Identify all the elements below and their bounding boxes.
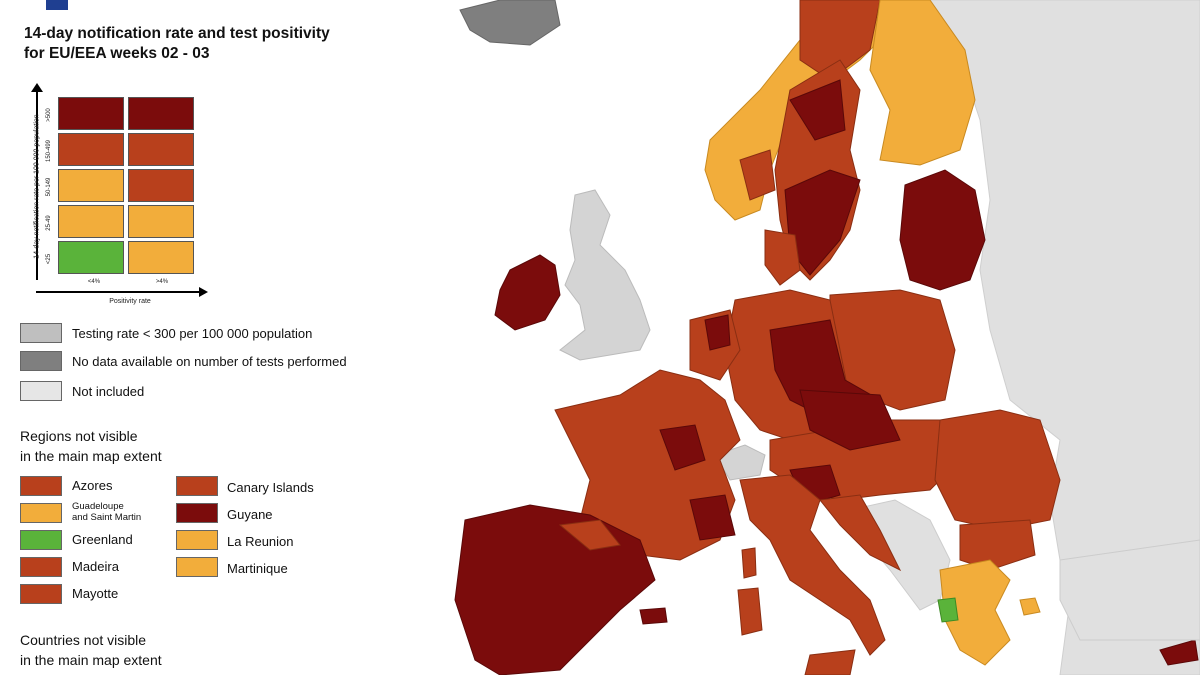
x-axis-line bbox=[36, 291, 201, 293]
swatch-not-included bbox=[20, 381, 62, 401]
romania bbox=[934, 409, 1061, 531]
region-guadeloupe-line-1: Guadeloupe bbox=[72, 501, 124, 512]
x-axis-arrow-icon bbox=[199, 287, 208, 297]
united-kingdom bbox=[559, 189, 651, 361]
ecdc-logo bbox=[46, 0, 68, 10]
region-madeira: Madeira bbox=[72, 559, 119, 574]
regions-header-line-1: Regions not visible bbox=[20, 428, 138, 444]
norway-red bbox=[799, 0, 881, 81]
norway-south-red bbox=[739, 149, 776, 201]
greece bbox=[939, 559, 1011, 666]
col-label: >4% bbox=[155, 279, 169, 285]
swatch-guadeloupe bbox=[20, 503, 62, 523]
matrix-cell bbox=[58, 169, 124, 202]
spain-red bbox=[558, 519, 621, 551]
row-label: 150-499 bbox=[46, 139, 52, 163]
iceland bbox=[459, 0, 561, 46]
swatch-martinique bbox=[176, 557, 218, 577]
matrix-cell bbox=[128, 205, 194, 238]
non-eu-east bbox=[929, 0, 1200, 675]
sweden-dark bbox=[789, 79, 846, 141]
y-axis-line bbox=[36, 90, 38, 280]
matrix-cell bbox=[58, 241, 124, 274]
countries-header-line-1: Countries not visible bbox=[20, 632, 147, 648]
title-line-2: for EU/EEA weeks 02 - 03 bbox=[24, 45, 210, 62]
matrix-cell bbox=[58, 133, 124, 166]
finland bbox=[869, 0, 976, 166]
region-martinique: Martinique bbox=[227, 561, 288, 576]
row-label: 50-149 bbox=[46, 177, 52, 197]
matrix-cell bbox=[128, 241, 194, 274]
legend-panel: 14-day notification rate and test positi… bbox=[0, 0, 430, 675]
croatia bbox=[819, 494, 902, 572]
italy bbox=[739, 474, 886, 656]
swatch-reunion bbox=[176, 530, 218, 550]
y-axis-arrow-icon bbox=[31, 83, 43, 92]
region-reunion: La Reunion bbox=[227, 534, 294, 549]
swatch-testing-rate bbox=[20, 323, 62, 343]
region-mayotte: Mayotte bbox=[72, 586, 119, 601]
matrix-cell bbox=[58, 205, 124, 238]
denmark bbox=[764, 229, 801, 286]
netherlands-dark bbox=[704, 314, 731, 351]
region-guyane: Guyane bbox=[227, 507, 273, 522]
corsica bbox=[741, 547, 757, 579]
greece-green bbox=[937, 597, 959, 623]
swatch-azores bbox=[20, 476, 62, 496]
matrix-cell bbox=[58, 97, 124, 130]
map-title: 14-day notification rate and test positi… bbox=[24, 24, 414, 64]
region-canary: Canary Islands bbox=[227, 480, 314, 495]
greece-islands bbox=[1019, 597, 1041, 616]
regions-header-line-2: in the main map extent bbox=[20, 448, 162, 464]
cyprus bbox=[1159, 639, 1199, 666]
swatch-guyane bbox=[176, 503, 218, 523]
sardinia bbox=[737, 587, 763, 636]
row-label: >500 bbox=[46, 108, 52, 122]
countries-header: Countries not visible in the main map ex… bbox=[20, 630, 220, 670]
matrix-cell bbox=[128, 169, 194, 202]
legend-not-included: Not included bbox=[72, 384, 145, 399]
title-line-1: 14-day notification rate and test positi… bbox=[24, 25, 330, 42]
balearics bbox=[639, 607, 668, 625]
y-axis-label: 14-day notification rate per 100 000 pop… bbox=[33, 114, 41, 259]
ireland bbox=[494, 254, 561, 331]
region-guadeloupe: Guadeloupe and Saint Martin bbox=[72, 501, 141, 523]
matrix-cell bbox=[128, 97, 194, 130]
france-dark-1 bbox=[659, 424, 706, 471]
col-label: <4% bbox=[87, 279, 101, 285]
switzerland bbox=[714, 444, 766, 481]
legend-no-data: No data available on number of tests per… bbox=[72, 354, 347, 369]
swatch-madeira bbox=[20, 557, 62, 577]
countries-header-line-2: in the main map extent bbox=[20, 652, 162, 668]
row-label: <25 bbox=[46, 253, 52, 265]
baltics bbox=[899, 169, 986, 291]
bulgaria bbox=[959, 519, 1036, 571]
matrix-cell bbox=[128, 133, 194, 166]
x-axis-label: Positivity rate bbox=[109, 298, 151, 305]
swatch-greenland bbox=[20, 530, 62, 550]
region-azores: Azores bbox=[72, 478, 113, 493]
turkey bbox=[1059, 539, 1200, 641]
france-dark-2 bbox=[689, 494, 736, 541]
sicily bbox=[804, 649, 856, 675]
row-label: 25-49 bbox=[46, 215, 52, 231]
region-guadeloupe-line-2: and Saint Martin bbox=[72, 512, 142, 523]
regions-header: Regions not visible in the main map exte… bbox=[20, 426, 220, 466]
region-greenland: Greenland bbox=[72, 532, 133, 547]
swatch-canary bbox=[176, 476, 218, 496]
legend-testing-rate: Testing rate < 300 per 100 000 populatio… bbox=[72, 326, 313, 341]
central-dark bbox=[799, 389, 901, 451]
swatch-mayotte bbox=[20, 584, 62, 604]
color-matrix bbox=[58, 97, 200, 275]
swatch-no-data bbox=[20, 351, 62, 371]
